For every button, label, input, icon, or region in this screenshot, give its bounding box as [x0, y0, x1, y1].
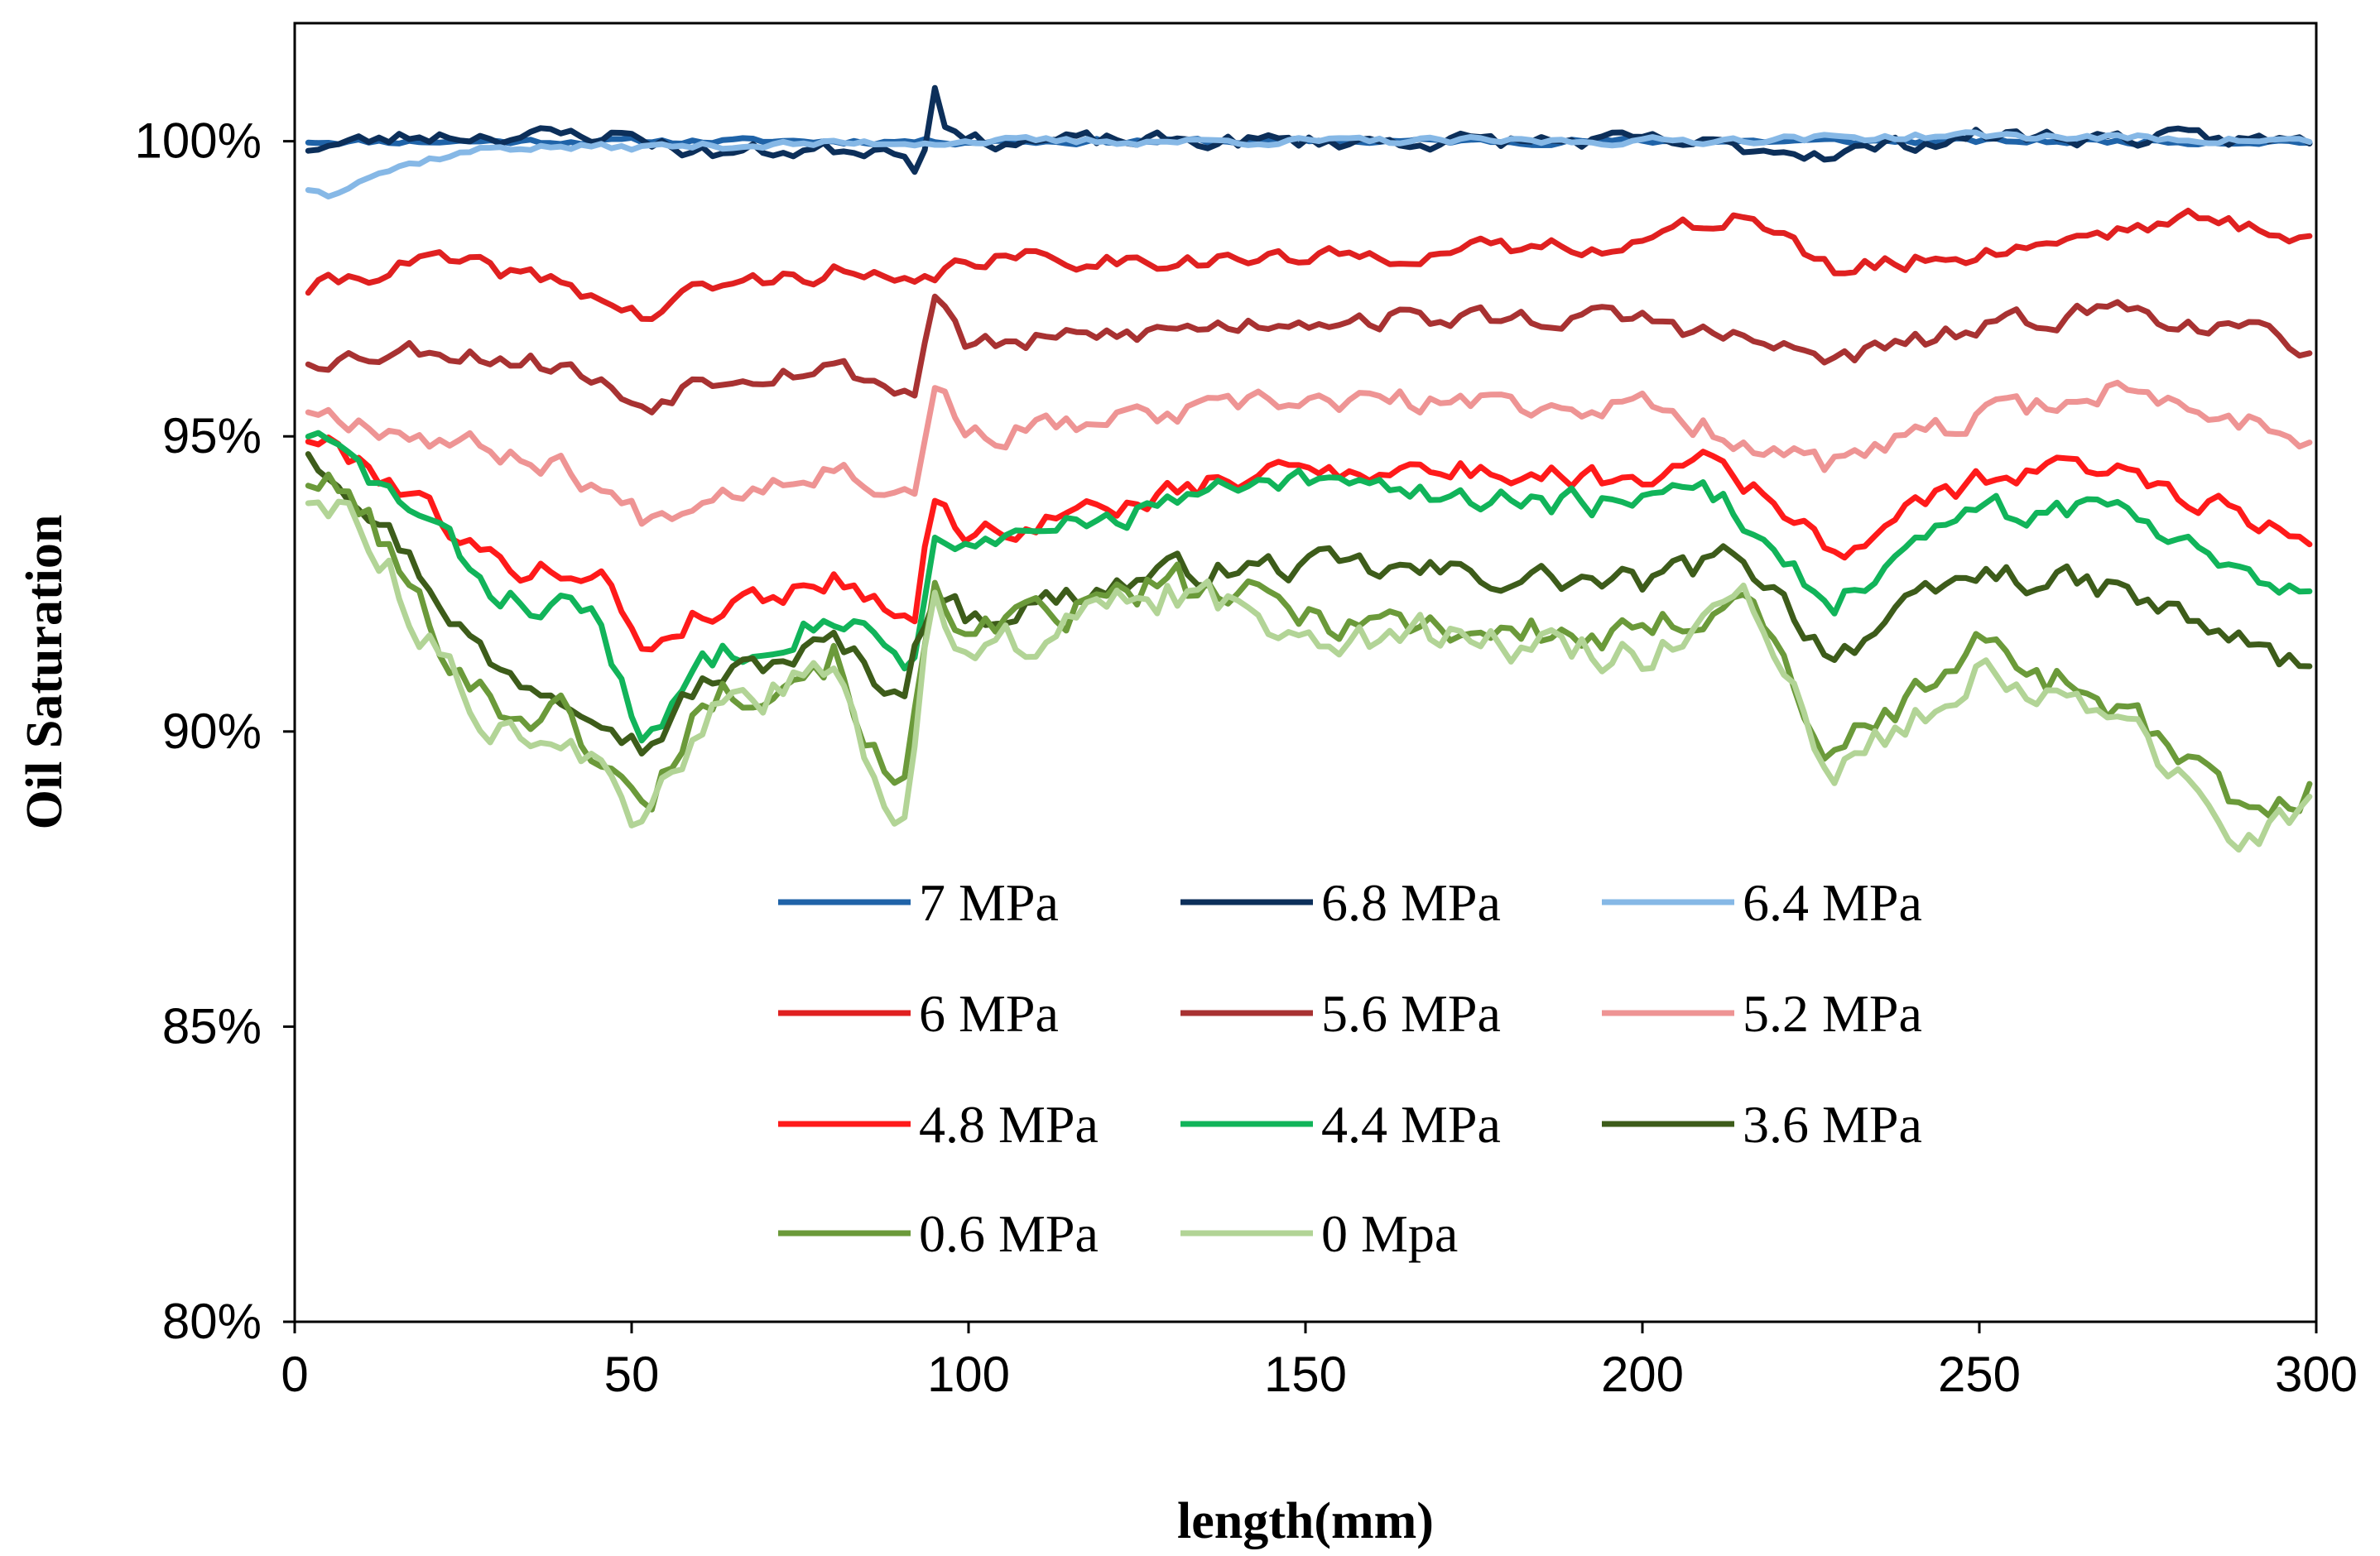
legend-label: 0.6 MPa — [919, 1204, 1099, 1263]
chart-container: 80% 85% 90% 95% 100% 0 50 100 150 200 250 300 Oil … — [0, 0, 2380, 1556]
x-tick-label: 50 — [604, 1347, 660, 1402]
y-tick-label: 90% — [162, 704, 262, 759]
legend-label: 0 Mpa — [1321, 1204, 1458, 1263]
legend-label: 7 MPa — [919, 873, 1059, 932]
y-tick-label: 85% — [162, 998, 262, 1054]
x-axis-ticks: 0 50 100 150 200 250 300 — [281, 1322, 2358, 1402]
legend-label: 6.4 MPa — [1743, 873, 1922, 932]
x-tick-label: 150 — [1264, 1347, 1347, 1402]
legend-label: 6 MPa — [919, 984, 1059, 1043]
plot-area — [295, 23, 2316, 1322]
legend-label: 3.6 MPa — [1743, 1095, 1922, 1154]
y-axis-title: Oil Saturation — [17, 515, 73, 830]
legend-label: 4.4 MPa — [1321, 1095, 1501, 1154]
legend-label: 4.8 MPa — [919, 1095, 1099, 1154]
x-tick-label: 200 — [1601, 1347, 1684, 1402]
x-tick-label: 250 — [1938, 1347, 2021, 1402]
legend-label: 5.6 MPa — [1321, 984, 1501, 1043]
legend-label: 5.2 MPa — [1743, 984, 1922, 1043]
x-tick-label: 0 — [281, 1347, 308, 1402]
legend-label: 6.8 MPa — [1321, 873, 1501, 932]
y-tick-label: 95% — [162, 408, 262, 463]
oil-saturation-chart: 80% 85% 90% 95% 100% 0 50 100 150 200 250 300 Oil … — [0, 0, 2380, 1556]
x-axis-title: length(mm) — [1177, 1493, 1434, 1549]
x-tick-label: 300 — [2275, 1347, 2358, 1402]
y-tick-label: 100% — [135, 113, 262, 169]
y-axis-ticks: 80% 85% 90% 95% 100% — [135, 113, 295, 1349]
x-tick-label: 100 — [927, 1347, 1010, 1402]
y-tick-label: 80% — [162, 1294, 262, 1349]
